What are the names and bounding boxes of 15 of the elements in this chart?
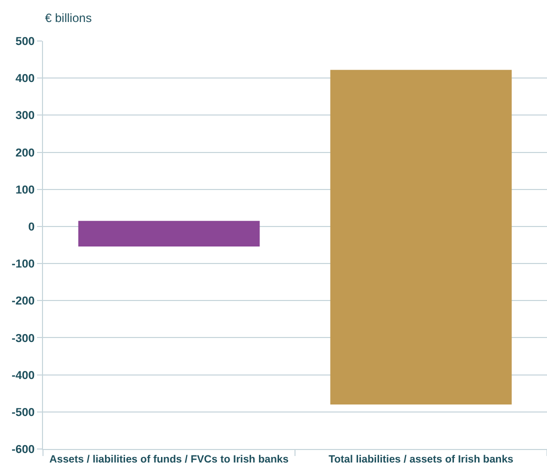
y-tick-label: 100 <box>16 184 35 196</box>
y-tick-label: 200 <box>16 147 35 160</box>
y-tick-label: -400 <box>12 370 35 382</box>
y-tick-label: -600 <box>12 444 35 456</box>
y-tick-label: 500 <box>16 36 35 48</box>
y-tick-label: 300 <box>16 110 35 122</box>
y-tick-label: -500 <box>12 406 35 419</box>
y-axis-title: € billions <box>45 11 92 25</box>
x-tick-label: Total liabilities / assets of Irish banks <box>328 454 514 466</box>
y-tick-label: -300 <box>12 332 35 345</box>
y-tick-label: 0 <box>28 221 35 234</box>
y-tick-label: -200 <box>12 296 35 308</box>
y-tick-label: 400 <box>16 73 35 86</box>
y-tick-label: -100 <box>12 258 35 271</box>
x-tick-label: Assets / liabilities of funds / FVCs to Irish banks <box>49 454 289 466</box>
